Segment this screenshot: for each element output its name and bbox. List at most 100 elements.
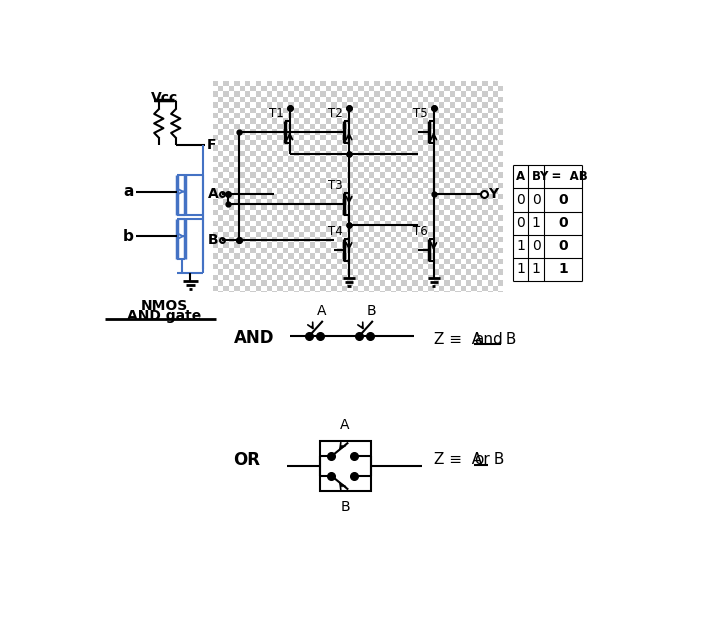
Bar: [277, 210, 283, 215]
Bar: [482, 145, 488, 151]
Bar: [471, 102, 477, 107]
Bar: [461, 129, 466, 135]
Bar: [461, 248, 466, 253]
Bar: [288, 274, 293, 280]
Bar: [385, 264, 391, 270]
Bar: [358, 280, 363, 286]
Bar: [493, 135, 498, 140]
Bar: [240, 264, 245, 270]
Bar: [450, 107, 456, 113]
Bar: [229, 264, 234, 270]
Bar: [288, 113, 293, 119]
Bar: [493, 107, 498, 113]
Bar: [240, 215, 245, 221]
Bar: [461, 135, 466, 140]
Bar: [450, 258, 456, 264]
Bar: [251, 113, 256, 119]
Bar: [385, 145, 391, 151]
Bar: [450, 221, 456, 226]
Bar: [218, 242, 223, 248]
Bar: [428, 205, 433, 210]
Bar: [348, 205, 353, 210]
Bar: [369, 215, 374, 221]
Bar: [245, 124, 251, 129]
Bar: [321, 441, 371, 491]
Bar: [348, 291, 353, 292]
Bar: [471, 124, 477, 129]
Bar: [342, 274, 348, 280]
Bar: [326, 248, 331, 253]
Bar: [245, 232, 251, 237]
Bar: [488, 129, 493, 135]
Bar: [466, 205, 471, 210]
Bar: [321, 145, 326, 151]
Bar: [444, 226, 450, 232]
Bar: [337, 140, 342, 145]
Bar: [342, 172, 348, 178]
Bar: [304, 97, 310, 102]
Bar: [461, 97, 466, 102]
Bar: [261, 286, 266, 291]
Bar: [444, 199, 450, 205]
Bar: [380, 270, 385, 274]
Bar: [245, 129, 251, 135]
Bar: [256, 258, 261, 264]
Bar: [466, 253, 471, 258]
Bar: [412, 151, 418, 156]
Bar: [256, 248, 261, 253]
Bar: [251, 172, 256, 178]
Bar: [391, 199, 396, 205]
Bar: [277, 183, 283, 189]
Bar: [380, 151, 385, 156]
Bar: [391, 91, 396, 97]
Bar: [251, 237, 256, 242]
Bar: [342, 145, 348, 151]
Bar: [456, 199, 461, 205]
Bar: [288, 210, 293, 215]
Bar: [418, 237, 423, 242]
Bar: [288, 81, 293, 86]
Bar: [348, 270, 353, 274]
Bar: [456, 167, 461, 172]
Bar: [396, 161, 401, 167]
Bar: [304, 270, 310, 274]
Bar: [493, 91, 498, 97]
Bar: [213, 258, 218, 264]
Bar: [310, 226, 315, 232]
Bar: [374, 194, 380, 199]
Bar: [380, 178, 385, 183]
Bar: [444, 172, 450, 178]
Bar: [283, 253, 288, 258]
Bar: [218, 156, 223, 161]
Bar: [450, 129, 456, 135]
Bar: [213, 102, 218, 107]
Bar: [348, 178, 353, 183]
Bar: [245, 113, 251, 119]
Bar: [288, 145, 293, 151]
Bar: [283, 248, 288, 253]
Bar: [358, 156, 363, 161]
Bar: [488, 286, 493, 291]
Bar: [353, 194, 358, 199]
Bar: [353, 237, 358, 242]
Bar: [488, 91, 493, 97]
Bar: [363, 91, 369, 97]
Bar: [418, 156, 423, 161]
Bar: [223, 253, 229, 258]
Bar: [391, 145, 396, 151]
Bar: [326, 86, 331, 91]
Text: 0: 0: [532, 193, 540, 207]
Bar: [439, 124, 444, 129]
Bar: [283, 205, 288, 210]
Bar: [369, 264, 374, 270]
Bar: [369, 248, 374, 253]
Bar: [466, 242, 471, 248]
Bar: [444, 161, 450, 167]
Bar: [428, 119, 433, 124]
Bar: [391, 232, 396, 237]
Bar: [213, 286, 218, 291]
Bar: [348, 156, 353, 161]
Bar: [439, 232, 444, 237]
Bar: [488, 145, 493, 151]
Bar: [348, 145, 353, 151]
